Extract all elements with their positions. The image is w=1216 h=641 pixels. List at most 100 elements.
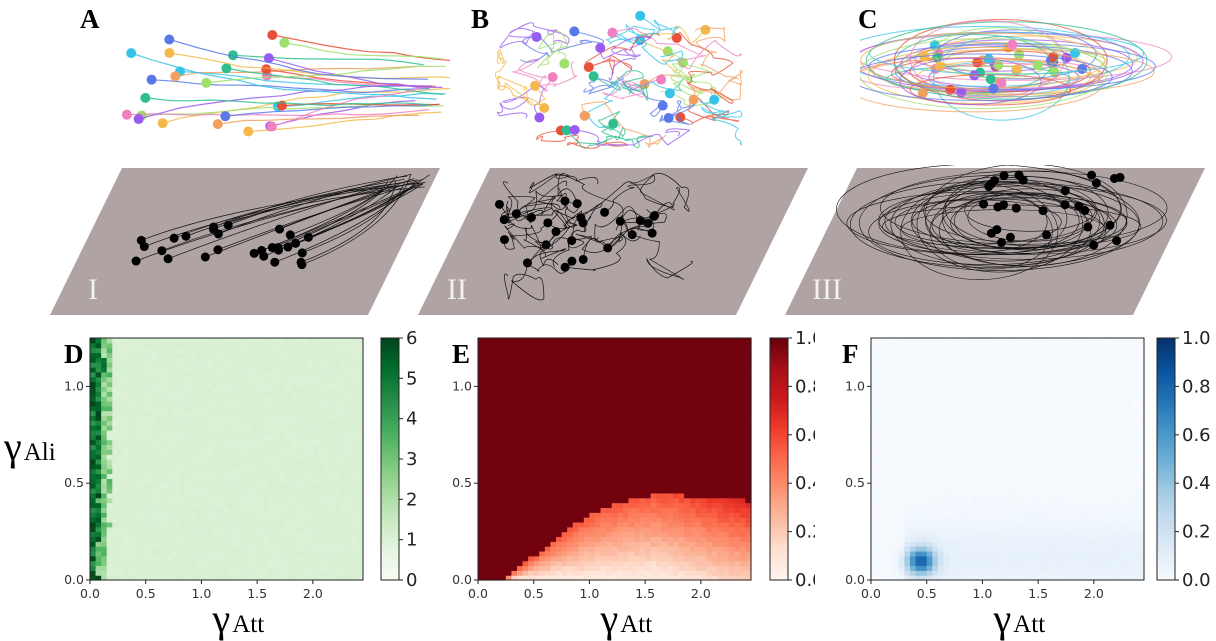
heatmap-cell: [240, 550, 247, 557]
heatmap-cell: [162, 517, 169, 523]
heatmap-cell: [101, 405, 108, 412]
heatmap-cell: [539, 488, 546, 494]
heatmap-cell: [201, 338, 208, 344]
heatmap-cell: [678, 483, 685, 489]
heatmap-cell: [606, 434, 613, 441]
heatmap-cell: [567, 376, 574, 383]
heatmap-cell: [650, 415, 657, 421]
agent-marker: [1005, 232, 1015, 242]
heatmap-cell: [357, 541, 364, 547]
heatmap-cell: [689, 497, 696, 504]
heatmap-cell: [494, 367, 501, 373]
heatmap-cell: [628, 463, 635, 470]
heatmap-cell: [600, 463, 607, 470]
heatmap-cell: [190, 570, 197, 576]
heatmap-cell: [483, 371, 490, 378]
heatmap-cell: [240, 429, 247, 436]
heatmap-cell: [550, 492, 557, 499]
heatmap-cell: [517, 357, 524, 363]
heatmap-cell: [639, 454, 646, 460]
heatmap-cell: [500, 357, 507, 363]
heatmap-cell: [207, 473, 214, 479]
heatmap-cell: [184, 546, 191, 552]
heatmap-cell: [156, 517, 164, 523]
heatmap-cell: [689, 478, 696, 484]
heatmap-cell: [606, 497, 613, 504]
heatmap-cell: [207, 415, 214, 421]
heatmap-cell: [279, 517, 286, 523]
heatmap-cell: [712, 371, 719, 378]
heatmap-cell: [684, 425, 691, 431]
agent-marker: [494, 199, 504, 209]
heatmap-cell: [251, 526, 258, 533]
heatmap-cell: [667, 338, 674, 344]
heatmap-cell: [279, 429, 286, 436]
heatmap-cell: [578, 362, 585, 368]
heatmap-cell: [179, 357, 186, 363]
heatmap-cell: [234, 342, 242, 349]
heatmap-cell: [168, 347, 175, 354]
heatmap-cell: [335, 502, 342, 508]
heatmap-cell: [151, 405, 158, 412]
trail-line: [272, 34, 450, 62]
heatmap-cell: [684, 391, 691, 397]
heatmap-cell: [550, 521, 557, 528]
heatmap-cell: [262, 444, 269, 450]
heatmap-cell: [634, 541, 641, 547]
heatmap-cell: [179, 497, 186, 504]
heatmap-cell: [351, 555, 359, 562]
heatmap-cell: [156, 347, 164, 354]
heatmap-cell: [572, 352, 579, 358]
heatmap-cell: [229, 570, 236, 576]
agent-marker: [657, 100, 668, 111]
heatmap-cell: [634, 536, 641, 542]
heatmap-cell: [556, 478, 563, 484]
heatmap-cell: [561, 342, 568, 349]
heatmap-cell: [229, 396, 236, 402]
heatmap-cell: [656, 555, 663, 562]
agent-marker: [1087, 170, 1097, 180]
heatmap-cell: [645, 367, 652, 373]
heatmap-cell: [622, 468, 630, 475]
heatmap-cell: [505, 391, 513, 397]
heatmap-cell: [500, 376, 507, 383]
heatmap-cell: [162, 560, 169, 567]
agent-marker: [979, 199, 989, 209]
heatmap-cell: [307, 483, 314, 489]
heatmap-cell: [478, 371, 485, 378]
heatmap-cell: [179, 541, 186, 547]
heatmap-cell: [123, 541, 130, 547]
heatmap-cell: [218, 541, 225, 547]
heatmap-cell: [517, 362, 524, 368]
heatmap-cell: [296, 483, 303, 489]
heatmap-cell: [650, 473, 657, 479]
heatmap-cell: [240, 400, 247, 407]
heatmap-cell: [212, 434, 219, 441]
heatmap-cell: [140, 420, 147, 426]
heatmap-cell: [556, 560, 563, 567]
heatmap-cell: [307, 367, 314, 373]
heatmap-cell: [273, 425, 281, 431]
heatmap-cell: [145, 400, 152, 407]
heatmap-cell: [578, 560, 585, 567]
heatmap-cell: [500, 439, 507, 446]
heatmap-cell: [262, 439, 269, 446]
heatmap-cell: [572, 550, 579, 557]
heatmap-cell: [351, 434, 359, 441]
heatmap-cell: [583, 381, 591, 387]
heatmap-cell: [544, 512, 552, 518]
heatmap-cell: [285, 483, 292, 489]
heatmap-cell: [556, 386, 563, 392]
heatmap-cell: [335, 463, 342, 470]
heatmap-cell: [335, 521, 342, 528]
heatmap-cell: [622, 555, 630, 562]
heatmap-cell: [556, 492, 563, 499]
heatmap-cell: [533, 488, 540, 494]
heatmap-cell: [650, 405, 657, 412]
heatmap-cell: [129, 478, 136, 484]
heatmap-cell: [335, 575, 342, 581]
heatmap-cell: [617, 415, 624, 421]
heatmap-cell: [173, 502, 180, 508]
heatmap-cell: [129, 425, 136, 431]
heatmap-cell: [578, 459, 585, 465]
